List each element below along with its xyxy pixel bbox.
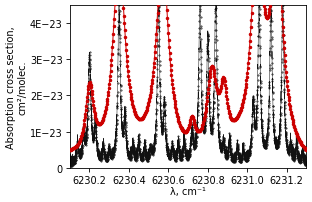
Y-axis label: Absorption cross section,
cm²/molec.: Absorption cross section, cm²/molec. bbox=[6, 26, 27, 148]
X-axis label: λ, cm⁻¹: λ, cm⁻¹ bbox=[170, 186, 206, 197]
